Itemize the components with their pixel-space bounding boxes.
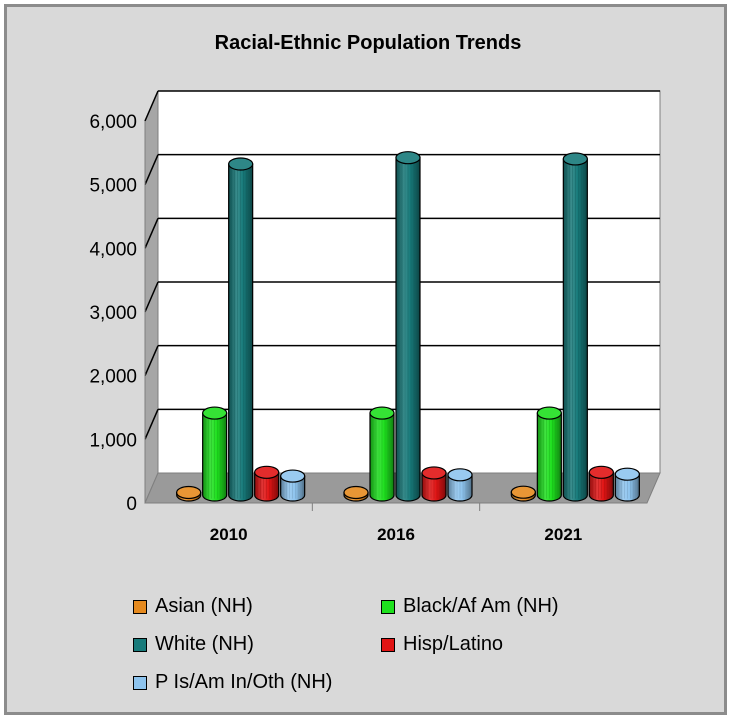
- bar-top: [228, 157, 254, 171]
- bar-top: [421, 466, 447, 480]
- chart-title: Racial-Ethnic Population Trends: [215, 32, 522, 54]
- y-tick-label: 1,000: [89, 430, 137, 451]
- bar-top: [536, 406, 562, 420]
- bar-top: [588, 465, 614, 479]
- chart-frame: Racial-Ethnic Population Trends 0 1,000 2,0…: [4, 4, 727, 715]
- bar-top: [280, 469, 306, 483]
- x-tick-label: 2021: [544, 525, 582, 544]
- gridline-side: [144, 154, 159, 185]
- y-tick-label: 0: [126, 494, 137, 515]
- gridline-side: [144, 345, 159, 376]
- bar-top: [369, 406, 395, 420]
- bar-top: [176, 485, 202, 500]
- x-tick-label: 2016: [377, 525, 415, 544]
- y-tick-label: 3,000: [89, 303, 137, 324]
- bar-top: [254, 465, 280, 479]
- bar-top: [510, 485, 536, 499]
- gridline-side: [144, 90, 159, 122]
- bar-top: [447, 468, 473, 482]
- y-tick-label: 4,000: [89, 239, 137, 260]
- bar-top: [395, 151, 421, 165]
- bar-top: [202, 406, 228, 420]
- x-tick-label: 2010: [210, 525, 248, 544]
- y-tick-label: 6,000: [89, 112, 137, 133]
- gridline-side: [144, 409, 159, 440]
- bar-top: [614, 467, 640, 481]
- y-tick-label: 2,000: [89, 367, 137, 388]
- y-tick-label: 5,000: [89, 176, 137, 197]
- gridline-side: [144, 281, 159, 313]
- bar-top: [562, 152, 588, 166]
- bar-chart: Racial-Ethnic Population Trends 0 1,000 2,0…: [89, 32, 661, 544]
- bar-top: [343, 485, 369, 500]
- gridline-side: [144, 218, 159, 249]
